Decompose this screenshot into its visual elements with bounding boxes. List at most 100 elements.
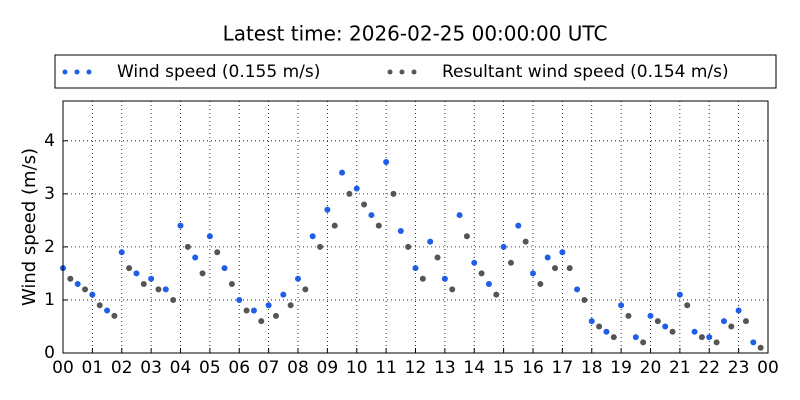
y-tick-label: 3 (44, 184, 55, 204)
x-tick-label: 05 (199, 358, 221, 378)
data-point (192, 254, 199, 261)
data-point (419, 275, 426, 282)
data-point (390, 190, 397, 197)
data-point (735, 307, 742, 314)
data-point (331, 222, 338, 229)
data-point (676, 291, 683, 298)
x-tick-label: 02 (111, 358, 133, 378)
data-point (104, 307, 111, 314)
y-tick-label: 1 (44, 290, 55, 310)
data-point (566, 265, 573, 272)
x-tick-label: 18 (581, 358, 603, 378)
x-tick-label: 00 (52, 358, 74, 378)
legend-marker (86, 69, 92, 75)
x-tick-label: 16 (522, 358, 544, 378)
x-tick-label: 10 (346, 358, 368, 378)
data-point (478, 270, 485, 277)
data-point (206, 233, 213, 240)
data-point (654, 318, 661, 325)
data-point (757, 344, 764, 351)
data-point (698, 334, 705, 341)
data-point (361, 201, 368, 208)
data-point (485, 281, 492, 288)
data-point (684, 302, 691, 309)
x-tick-label: 07 (258, 358, 280, 378)
data-point (640, 339, 647, 346)
x-tick-label: 03 (140, 358, 162, 378)
legend-marker (62, 69, 68, 75)
data-point (537, 281, 544, 288)
data-point (742, 318, 749, 325)
data-point (662, 323, 669, 330)
data-point (427, 238, 434, 245)
legend-marker (387, 69, 393, 75)
plot-frame (62, 100, 769, 354)
data-point (258, 318, 265, 325)
data-point (720, 318, 727, 325)
data-point (96, 302, 103, 309)
data-point (515, 222, 522, 229)
data-point (610, 334, 617, 341)
data-point (250, 307, 257, 314)
data-point (339, 169, 346, 176)
data-point (632, 334, 639, 341)
data-point (383, 159, 390, 166)
data-point (559, 249, 566, 256)
data-point (287, 302, 294, 309)
data-point (177, 222, 184, 229)
data-point (618, 302, 625, 309)
data-point (126, 265, 133, 272)
data-point (728, 323, 735, 330)
legend-marker (74, 69, 80, 75)
data-point (302, 286, 309, 293)
data-point (111, 312, 118, 319)
x-tick-label: 06 (228, 358, 250, 378)
data-point (522, 238, 529, 245)
x-tick-label: 19 (610, 358, 632, 378)
data-point (588, 318, 595, 325)
data-point (74, 281, 81, 288)
data-point (669, 328, 676, 335)
x-tick-label: 12 (405, 358, 427, 378)
data-point (456, 212, 463, 219)
data-point (214, 249, 221, 256)
data-point (706, 334, 713, 341)
x-tick-label: 21 (669, 358, 691, 378)
data-point (67, 275, 74, 282)
data-point (412, 265, 419, 272)
y-tick-label: 2 (44, 237, 55, 257)
data-point (221, 265, 228, 272)
x-tick-label: 08 (287, 358, 309, 378)
data-point (89, 291, 96, 298)
x-tick-label: 17 (552, 358, 574, 378)
legend-label: Wind speed (0.155 m/s) (117, 62, 320, 82)
data-point (441, 275, 448, 282)
data-point (530, 270, 536, 277)
data-point (434, 254, 441, 261)
data-point (243, 307, 250, 314)
data-point (603, 328, 610, 335)
data-point (155, 286, 162, 293)
data-point (449, 286, 456, 293)
data-point (581, 296, 588, 303)
data-point (596, 323, 603, 330)
x-tick-label: 11 (375, 358, 397, 378)
data-point (272, 312, 279, 319)
x-tick-label: 01 (82, 358, 104, 378)
data-point (228, 281, 235, 288)
data-point (353, 185, 360, 192)
legend-label: Resultant wind speed (0.154 m/s) (442, 62, 729, 82)
data-point (295, 275, 301, 282)
data-point (397, 227, 404, 234)
legend-marker (399, 69, 405, 75)
data-point (493, 291, 500, 298)
legend-marker (411, 69, 417, 75)
data-point (574, 286, 581, 293)
data-point (199, 270, 206, 277)
x-tick-label: 15 (493, 358, 515, 378)
data-point (184, 243, 191, 250)
data-point (552, 265, 559, 272)
data-point (463, 233, 470, 240)
x-tick-label: 00 (757, 358, 779, 378)
data-point (471, 259, 478, 266)
